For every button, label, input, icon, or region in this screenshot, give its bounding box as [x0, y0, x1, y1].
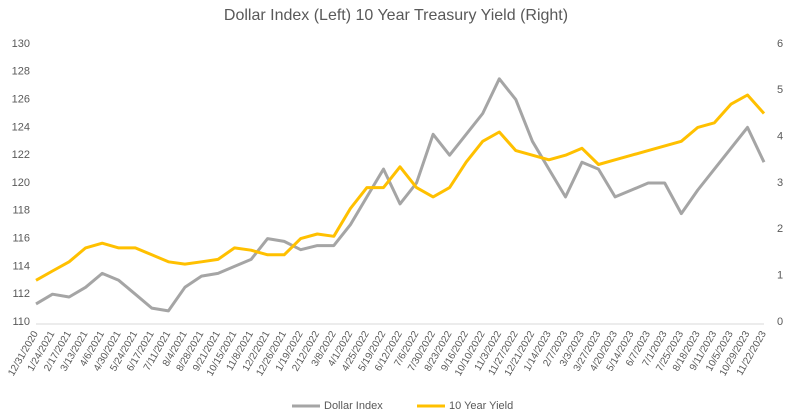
legend-label: Dollar Index [324, 400, 383, 412]
y-tick-label: 114 [12, 260, 30, 272]
y2-tick-label: 4 [777, 131, 783, 143]
series-line [35, 77, 766, 313]
y-tick-label: 122 [12, 149, 30, 161]
series-line [35, 93, 766, 282]
y-tick-label: 126 [12, 94, 30, 106]
y2-tick-label: 6 [777, 38, 783, 50]
y2-tick-label: 2 [777, 223, 783, 235]
y-tick-label: 120 [12, 177, 30, 189]
y2-tick-label: 1 [777, 270, 783, 282]
y-tick-label: 128 [12, 66, 30, 78]
chart-title: Dollar Index (Left) 10 Year Treasury Yie… [224, 7, 568, 24]
y-tick-label: 116 [12, 233, 30, 245]
legend-label: 10 Year Yield [449, 400, 513, 412]
y2-tick-label: 3 [777, 177, 783, 189]
y-tick-label: 118 [12, 205, 30, 217]
y-tick-label: 124 [12, 121, 30, 133]
y2-tick-label: 5 [777, 84, 783, 96]
y-tick-label: 130 [12, 38, 30, 50]
y-tick-label: 112 [12, 288, 30, 300]
y-tick-label: 110 [12, 316, 30, 328]
y2-tick-label: 0 [777, 316, 783, 328]
